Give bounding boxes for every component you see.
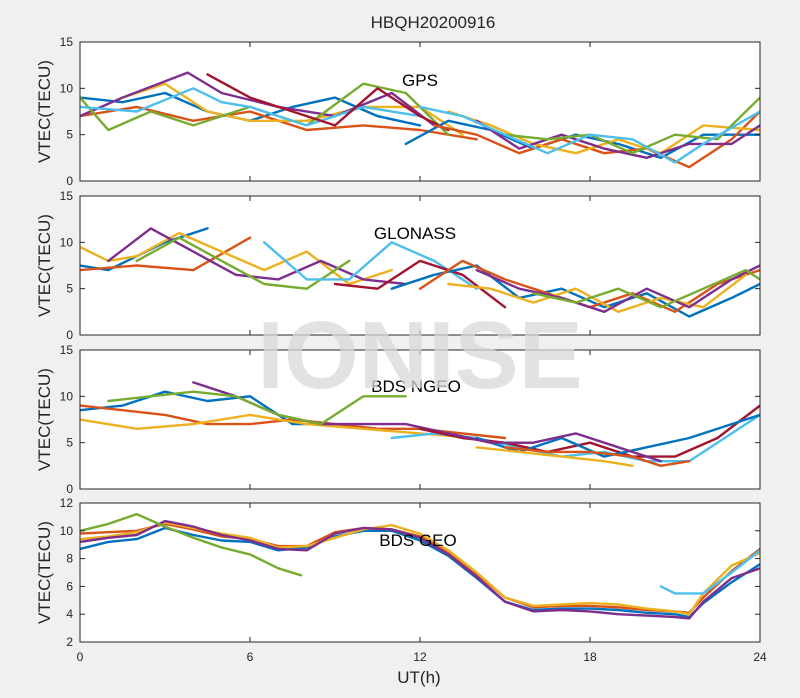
series-group	[80, 71, 760, 169]
series-line	[404, 119, 760, 160]
figure-title: HBQH20200916	[371, 13, 496, 32]
y-tick-label: 5	[66, 282, 73, 296]
y-tick-label: 2	[66, 635, 73, 649]
y-tick-label: 10	[60, 81, 74, 95]
y-tick-label: 4	[66, 607, 73, 621]
series-line	[532, 268, 760, 309]
y-tick-label: 8	[66, 552, 73, 566]
series-line	[80, 236, 252, 272]
series-line	[447, 432, 662, 463]
series-line	[433, 110, 760, 169]
series-line	[80, 519, 760, 620]
watermark-text: IONISE	[257, 302, 582, 409]
series-line	[80, 526, 760, 619]
y-axis-label: VTEC(TECU)	[35, 521, 54, 624]
y-axis-label: VTEC(TECU)	[35, 368, 54, 471]
panel-label: GLONASS	[374, 224, 456, 243]
series-line	[475, 446, 634, 467]
series-line	[107, 227, 407, 286]
y-tick-label: 12	[60, 496, 74, 510]
series-line	[475, 264, 760, 313]
y-tick-label: 0	[66, 482, 73, 496]
y-tick-label: 15	[60, 343, 74, 357]
series-group	[80, 381, 760, 467]
y-tick-label: 5	[66, 128, 73, 142]
y-tick-label: 0	[66, 328, 73, 342]
series-line	[390, 264, 760, 318]
series-line	[80, 71, 436, 127]
plot-area	[80, 350, 760, 489]
series-line	[333, 259, 507, 309]
series-line	[503, 96, 760, 155]
y-axis-label: VTEC(TECU)	[35, 214, 54, 317]
x-tick-label: 6	[247, 650, 254, 664]
y-axis-label: VTEC(TECU)	[35, 60, 54, 163]
x-axis-label: UT(h)	[397, 668, 440, 687]
series-line	[107, 390, 407, 426]
plot-area	[80, 42, 760, 181]
series-line	[503, 446, 691, 467]
y-tick-label: 6	[66, 579, 73, 593]
y-tick-label: 10	[60, 235, 74, 249]
y-tick-label: 5	[66, 436, 73, 450]
series-group	[80, 512, 760, 620]
y-tick-label: 15	[60, 189, 74, 203]
x-tick-label: 0	[77, 650, 84, 664]
panel-glonass: 0 5 10 15 VTEC(TECU) GLONASS	[35, 189, 761, 342]
x-tick-label: 12	[413, 650, 427, 664]
panel-label: BDS NGEO	[371, 377, 461, 396]
series-line	[135, 236, 351, 290]
y-tick-label: 10	[60, 389, 74, 403]
panel-label: GPS	[402, 71, 438, 90]
series-line	[80, 231, 393, 286]
series-line	[447, 273, 747, 313]
series-line	[80, 512, 303, 577]
series-line	[418, 105, 760, 164]
series-line	[80, 413, 478, 440]
series-line	[206, 73, 450, 132]
y-tick-label: 10	[60, 524, 74, 538]
series-group	[80, 227, 760, 318]
x-tick-label: 18	[583, 650, 597, 664]
panel-label: BDS GEO	[379, 531, 456, 550]
y-tick-label: 15	[60, 35, 74, 49]
plot-area	[80, 196, 760, 335]
panel-gps: 0 5 10 15 VTEC(TECU) GPS	[35, 35, 761, 188]
panels-group: 0 5 10 15 VTEC(TECU) GPS 0 5 10 15 VTEC(TECU) GLONA…	[35, 35, 767, 664]
y-tick-label: 0	[66, 174, 73, 188]
series-line	[475, 119, 760, 160]
series-line	[659, 549, 760, 595]
series-line	[263, 241, 478, 290]
panel-bds-ngeo: 0 5 10 15 VTEC(TECU) BDS NGEO	[35, 343, 761, 496]
x-tick-label: 24	[753, 650, 767, 664]
